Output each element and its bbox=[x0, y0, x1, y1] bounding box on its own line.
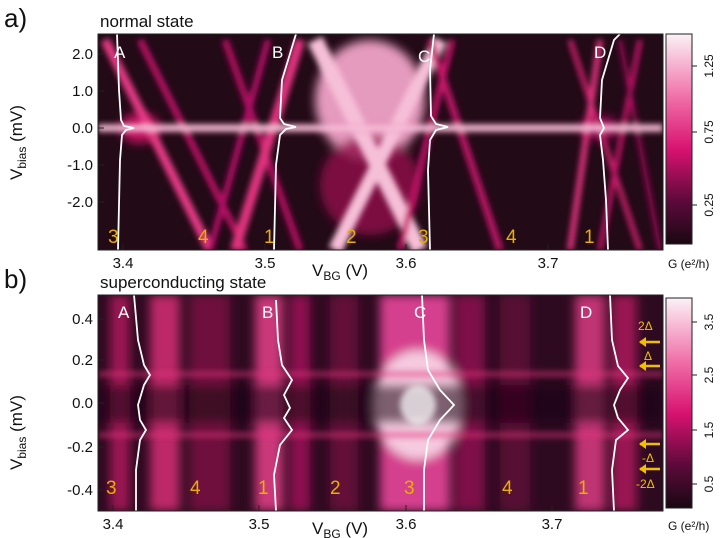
panel-b-ytick: 0.0 bbox=[72, 395, 93, 412]
panel-a-title: normal state bbox=[100, 12, 194, 31]
panel-a-charge-4a: 4 bbox=[198, 227, 209, 248]
gap-label-2delta: 2Δ bbox=[638, 319, 653, 333]
panel-b-gap-markers: 2Δ Δ -Δ -2Δ bbox=[636, 319, 660, 491]
gap-label-delta: Δ bbox=[644, 349, 652, 363]
panel-a-cbtick: 1.25 bbox=[702, 54, 716, 78]
panel-a: a) normal state bbox=[4, 3, 716, 283]
panel-b-xtick: 3.6 bbox=[396, 516, 417, 533]
panel-b-peak-a: A bbox=[118, 303, 130, 322]
panel-a-peak-c: C bbox=[418, 47, 430, 66]
panel-b-xtick: 3.4 bbox=[103, 516, 124, 533]
panel-a-cbtick: 0.75 bbox=[702, 120, 716, 144]
panel-a-charge-4b: 4 bbox=[506, 227, 517, 248]
gap-label-neg-delta: -Δ bbox=[642, 451, 654, 465]
arrow-left-icon bbox=[639, 361, 646, 371]
panel-a-charge-3a: 3 bbox=[108, 227, 119, 248]
panel-a-xtick: 3.5 bbox=[255, 255, 276, 272]
panel-b-charge-1b: 1 bbox=[578, 478, 589, 499]
panel-b-peak-d: D bbox=[580, 303, 592, 322]
panel-b-ytick: 0.4 bbox=[72, 311, 93, 328]
panel-b-charge-1a: 1 bbox=[258, 478, 269, 499]
panel-a-peak-a: A bbox=[114, 43, 126, 62]
panel-a-xtick: 3.4 bbox=[113, 255, 134, 272]
panel-b-peak-c: C bbox=[414, 303, 426, 322]
panel-b-xtick: 3.5 bbox=[249, 516, 270, 533]
panel-b-yaxis: 0.4 0.2 0.0 -0.2 -0.4 bbox=[67, 311, 104, 499]
panel-b-cbtick: 2.5 bbox=[702, 366, 716, 383]
panel-b-cbtick: 1.5 bbox=[702, 421, 716, 438]
panel-a-ylabel: Vbias (mV) bbox=[7, 105, 29, 180]
panel-b-cblabel: G (e²/h) bbox=[668, 519, 709, 533]
panel-a-xaxis: 3.4 3.5 3.6 3.7 bbox=[113, 244, 559, 272]
panel-a-charge-3b: 3 bbox=[418, 227, 429, 248]
panel-a-peak-b: B bbox=[272, 43, 283, 62]
panel-b-ytick: 0.2 bbox=[72, 352, 93, 369]
panel-a-ytick: 1.0 bbox=[72, 83, 93, 100]
panel-a-charge-1a: 1 bbox=[264, 227, 275, 248]
panel-b-charge-2: 2 bbox=[330, 478, 341, 499]
panel-a-xtick: 3.7 bbox=[538, 255, 559, 272]
panel-a-heatmap bbox=[98, 34, 663, 250]
panel-b-xlabel: VBG (V) bbox=[312, 519, 368, 538]
panel-b-charge-4a: 4 bbox=[190, 478, 201, 499]
panel-b-heatmap bbox=[98, 295, 663, 511]
panel-a-ytick: -1.0 bbox=[67, 157, 93, 174]
arrow-left-icon bbox=[639, 439, 646, 449]
panel-a-ytick: 0.0 bbox=[72, 120, 93, 137]
panel-b-letter: b) bbox=[4, 264, 27, 294]
panel-a-xtick: 3.6 bbox=[396, 255, 417, 272]
panel-a-letter: a) bbox=[4, 3, 27, 33]
gap-label-neg-2delta: -2Δ bbox=[636, 477, 655, 491]
panel-b-peak-b: B bbox=[262, 303, 273, 322]
arrow-left-icon bbox=[639, 337, 646, 347]
arrow-left-icon bbox=[639, 464, 646, 474]
panel-b-xtick: 3.7 bbox=[542, 516, 563, 533]
panel-a-yaxis: 2.0 1.0 0.0 -1.0 -2.0 bbox=[67, 46, 104, 211]
panel-a-cblabel: G (e²/h) bbox=[668, 257, 709, 271]
panel-a-charge-1b: 1 bbox=[584, 227, 595, 248]
panel-a-frame bbox=[97, 33, 664, 251]
panel-b-xaxis: 3.4 3.5 3.6 3.7 bbox=[103, 505, 563, 533]
panel-a-xlabel: VBG (V) bbox=[312, 261, 368, 283]
panel-b-ytick: -0.2 bbox=[67, 439, 93, 456]
panel-a-ytick: 2.0 bbox=[72, 46, 93, 63]
panel-b-charge-3a: 3 bbox=[106, 478, 117, 499]
panel-b-colorbar: 3.5 2.5 1.5 0.5 G (e²/h) bbox=[665, 297, 716, 533]
panel-b-cbtick: 0.5 bbox=[702, 475, 716, 492]
panel-b-charge-3b: 3 bbox=[404, 478, 415, 499]
panel-a-peak-d: D bbox=[594, 43, 606, 62]
panel-b: b) superconducting state bbox=[4, 264, 716, 538]
panel-b-ytick: -0.4 bbox=[67, 482, 93, 499]
panel-b-ylabel: Vbias (mV) bbox=[7, 395, 29, 470]
panel-b-charge-4b: 4 bbox=[502, 478, 513, 499]
panel-a-colorbar: 1.25 0.75 0.25 G (e²/h) bbox=[665, 33, 716, 271]
panel-a-ytick: -2.0 bbox=[67, 194, 93, 211]
panel-b-cbtick: 3.5 bbox=[702, 313, 716, 330]
panel-a-charge-2: 2 bbox=[346, 227, 357, 248]
panel-a-cbtick: 0.25 bbox=[702, 193, 716, 217]
panel-b-title: superconducting state bbox=[100, 273, 266, 292]
